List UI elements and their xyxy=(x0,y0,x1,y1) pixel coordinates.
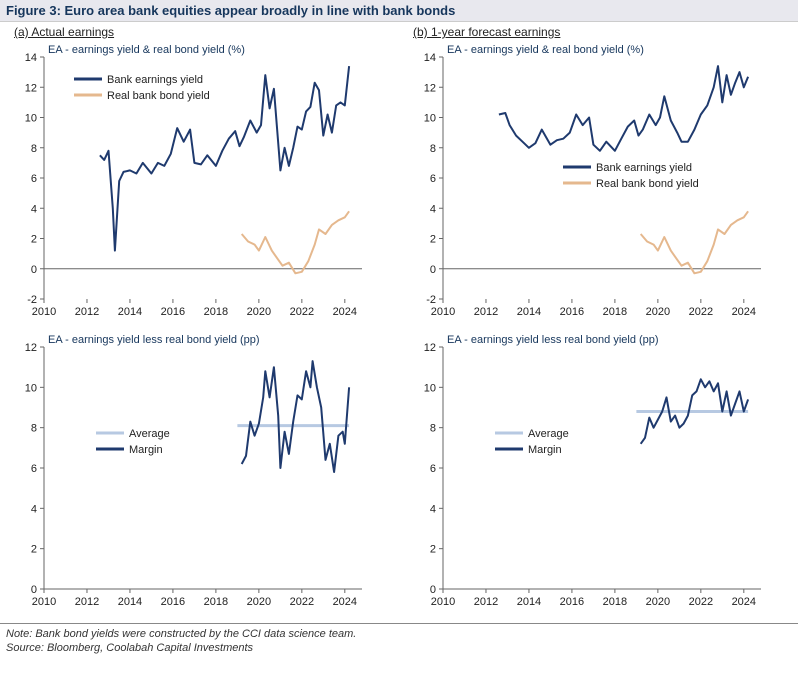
panel-row-captions: (a) Actual earnings (b) 1-year forecast … xyxy=(0,22,798,39)
svg-text:8: 8 xyxy=(31,143,37,155)
svg-text:12: 12 xyxy=(25,342,37,354)
svg-text:2020: 2020 xyxy=(646,596,670,608)
svg-text:2014: 2014 xyxy=(118,596,142,608)
svg-text:12: 12 xyxy=(25,82,37,94)
caption-b: (b) 1-year forecast earnings xyxy=(399,22,798,39)
svg-text:14: 14 xyxy=(25,52,37,64)
svg-text:Real bank bond yield: Real bank bond yield xyxy=(107,90,210,102)
svg-text:0: 0 xyxy=(31,264,37,276)
svg-text:4: 4 xyxy=(31,203,37,215)
svg-text:-2: -2 xyxy=(426,294,436,306)
figure-title: Figure 3: Euro area bank equities appear… xyxy=(0,0,798,22)
svg-text:2010: 2010 xyxy=(32,306,56,318)
svg-text:2: 2 xyxy=(31,544,37,556)
svg-text:14: 14 xyxy=(424,52,436,64)
svg-text:10: 10 xyxy=(424,382,436,394)
svg-text:2024: 2024 xyxy=(732,306,756,318)
svg-text:8: 8 xyxy=(31,423,37,435)
row-top: EA - earnings yield & real bond yield (%… xyxy=(0,39,798,329)
svg-text:2012: 2012 xyxy=(75,596,99,608)
svg-text:Real bank bond yield: Real bank bond yield xyxy=(596,178,699,190)
svg-text:2014: 2014 xyxy=(118,306,142,318)
svg-text:2: 2 xyxy=(430,234,436,246)
svg-text:2022: 2022 xyxy=(689,596,713,608)
svg-text:2: 2 xyxy=(31,234,37,246)
svg-text:2014: 2014 xyxy=(517,596,541,608)
svg-text:2010: 2010 xyxy=(431,306,455,318)
svg-text:8: 8 xyxy=(430,143,436,155)
svg-text:2018: 2018 xyxy=(204,306,228,318)
svg-text:2020: 2020 xyxy=(247,306,271,318)
caption-a: (a) Actual earnings xyxy=(0,22,399,39)
svg-text:2018: 2018 xyxy=(204,596,228,608)
svg-text:12: 12 xyxy=(424,82,436,94)
svg-text:6: 6 xyxy=(31,173,37,185)
svg-text:0: 0 xyxy=(31,584,37,596)
svg-text:6: 6 xyxy=(430,463,436,475)
figure-container: Figure 3: Euro area bank equities appear… xyxy=(0,0,798,660)
svg-text:-2: -2 xyxy=(27,294,37,306)
svg-text:EA - earnings yield less real: EA - earnings yield less real bond yield… xyxy=(48,334,260,346)
chart-b-top: EA - earnings yield & real bond yield (%… xyxy=(399,39,771,329)
svg-text:0: 0 xyxy=(430,264,436,276)
source-text: Source: Bloomberg, Coolabah Capital Inve… xyxy=(0,642,798,660)
svg-text:2022: 2022 xyxy=(689,306,713,318)
svg-text:2024: 2024 xyxy=(732,596,756,608)
svg-text:4: 4 xyxy=(31,503,37,515)
svg-text:Margin: Margin xyxy=(528,444,562,456)
svg-text:EA - earnings yield & real bon: EA - earnings yield & real bond yield (%… xyxy=(447,44,644,56)
row-bottom: EA - earnings yield less real bond yield… xyxy=(0,329,798,619)
svg-text:2010: 2010 xyxy=(32,596,56,608)
svg-text:Bank earnings yield: Bank earnings yield xyxy=(107,74,203,86)
svg-text:2024: 2024 xyxy=(333,596,357,608)
svg-text:10: 10 xyxy=(424,113,436,125)
svg-text:10: 10 xyxy=(25,113,37,125)
svg-text:2020: 2020 xyxy=(646,306,670,318)
svg-text:2016: 2016 xyxy=(560,306,584,318)
notes-text: Note: Bank bond yields were constructed … xyxy=(0,623,798,642)
svg-text:2016: 2016 xyxy=(161,596,185,608)
svg-text:Average: Average xyxy=(528,428,569,440)
svg-text:2020: 2020 xyxy=(247,596,271,608)
svg-text:4: 4 xyxy=(430,503,436,515)
svg-text:2012: 2012 xyxy=(474,596,498,608)
chart-b-bottom: EA - earnings yield less real bond yield… xyxy=(399,329,771,619)
svg-text:2014: 2014 xyxy=(517,306,541,318)
svg-text:10: 10 xyxy=(25,382,37,394)
svg-text:6: 6 xyxy=(430,173,436,185)
svg-text:2: 2 xyxy=(430,544,436,556)
svg-text:2012: 2012 xyxy=(474,306,498,318)
svg-text:6: 6 xyxy=(31,463,37,475)
svg-text:2018: 2018 xyxy=(603,596,627,608)
svg-text:2016: 2016 xyxy=(161,306,185,318)
svg-text:Average: Average xyxy=(129,428,170,440)
svg-text:Margin: Margin xyxy=(129,444,163,456)
svg-text:0: 0 xyxy=(430,584,436,596)
svg-text:2018: 2018 xyxy=(603,306,627,318)
svg-text:2024: 2024 xyxy=(333,306,357,318)
svg-text:2022: 2022 xyxy=(290,596,314,608)
chart-a-bottom: EA - earnings yield less real bond yield… xyxy=(0,329,372,619)
svg-text:Bank earnings yield: Bank earnings yield xyxy=(596,162,692,174)
svg-text:4: 4 xyxy=(430,203,436,215)
svg-text:2012: 2012 xyxy=(75,306,99,318)
svg-text:8: 8 xyxy=(430,423,436,435)
svg-text:EA - earnings yield & real bon: EA - earnings yield & real bond yield (%… xyxy=(48,44,245,56)
svg-text:2010: 2010 xyxy=(431,596,455,608)
svg-text:EA - earnings yield less real: EA - earnings yield less real bond yield… xyxy=(447,334,659,346)
svg-text:2016: 2016 xyxy=(560,596,584,608)
svg-text:2022: 2022 xyxy=(290,306,314,318)
svg-text:12: 12 xyxy=(424,342,436,354)
chart-a-top: EA - earnings yield & real bond yield (%… xyxy=(0,39,372,329)
